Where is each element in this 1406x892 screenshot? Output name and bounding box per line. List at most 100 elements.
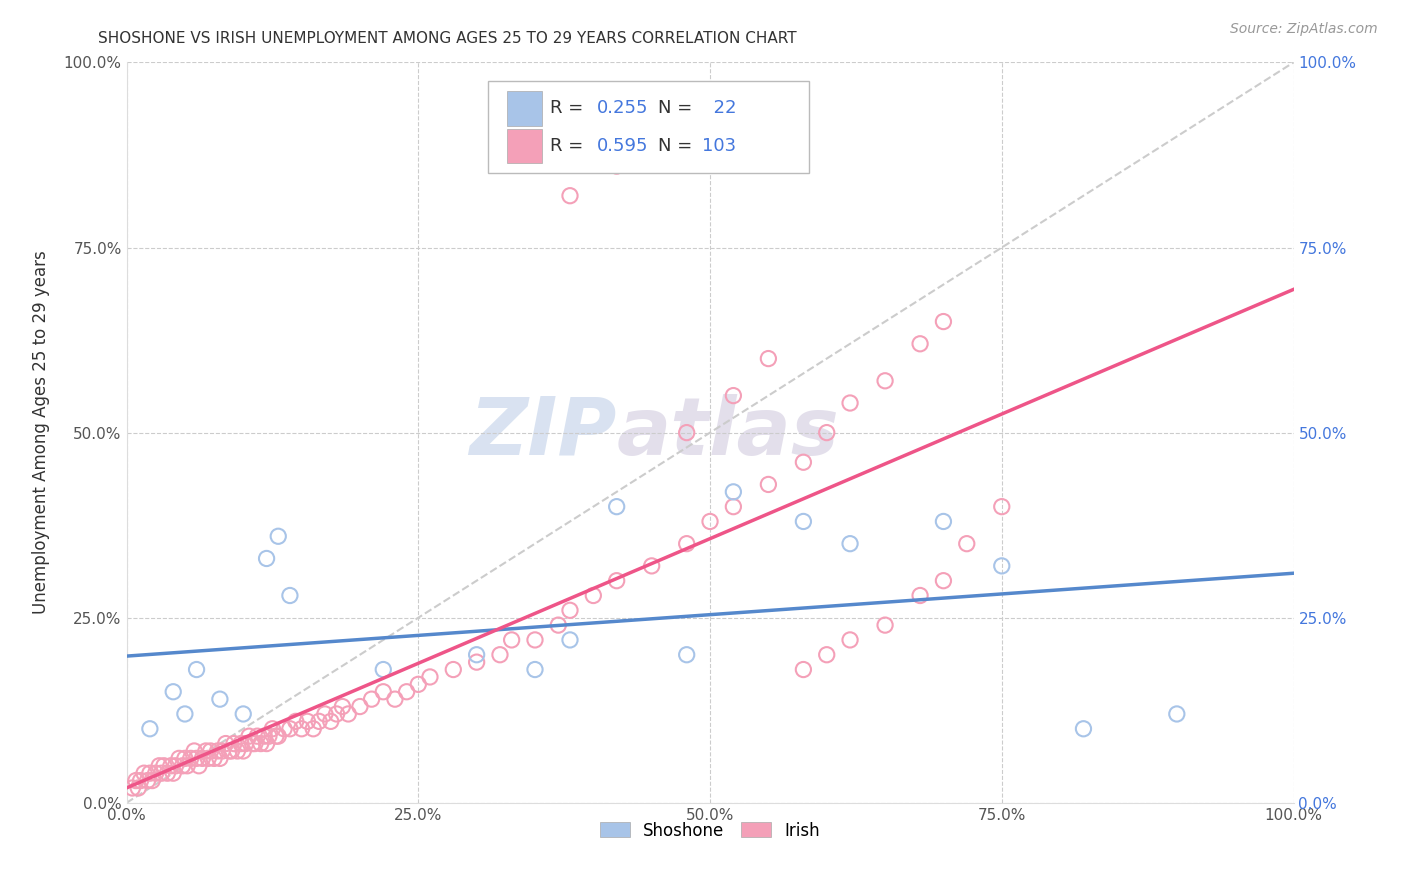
Point [1166, 706, 1188, 721]
Point [395, 685, 418, 699]
Y-axis label: Unemployment Among Ages 25 to 29 years: Unemployment Among Ages 25 to 29 years [32, 251, 49, 615]
Point [990, 558, 1012, 573]
Point [256, 551, 278, 566]
Point [202, 751, 225, 765]
Point [232, 706, 254, 721]
Point [253, 729, 276, 743]
Point [153, 758, 176, 772]
Point [723, 388, 745, 402]
Point [349, 699, 371, 714]
Point [723, 484, 745, 499]
Point [373, 663, 395, 677]
Point [302, 722, 325, 736]
Point [183, 744, 205, 758]
Point [162, 685, 184, 699]
Point [264, 729, 287, 743]
Point [186, 751, 208, 765]
Point [547, 618, 569, 632]
Point [465, 655, 488, 669]
Point [675, 425, 697, 440]
Point [441, 663, 464, 677]
Point [523, 663, 546, 677]
Point [129, 773, 152, 788]
Point [582, 589, 605, 603]
Point [125, 773, 148, 788]
Point [127, 780, 149, 795]
Point [242, 737, 264, 751]
Point [145, 766, 167, 780]
Point [332, 699, 354, 714]
Point [408, 677, 430, 691]
Point [932, 574, 955, 588]
Point [174, 751, 197, 765]
Point [756, 477, 779, 491]
Point [875, 374, 897, 388]
Point [257, 729, 280, 743]
Point [267, 529, 290, 543]
Point [218, 744, 240, 758]
Point [208, 751, 231, 765]
Point [176, 758, 198, 772]
Point [990, 500, 1012, 514]
Point [249, 737, 271, 751]
FancyBboxPatch shape [508, 128, 541, 163]
Point [200, 744, 222, 758]
Point [558, 188, 581, 202]
Text: 0.595: 0.595 [596, 137, 648, 155]
Point [558, 632, 581, 647]
Point [207, 744, 229, 758]
Point [839, 632, 862, 647]
Text: 0.255: 0.255 [596, 100, 648, 118]
Point [956, 536, 979, 550]
Point [221, 744, 243, 758]
Point [792, 515, 814, 529]
Point [723, 500, 745, 514]
Point [606, 159, 628, 173]
Point [174, 706, 197, 721]
Point [222, 737, 245, 751]
Point [308, 714, 330, 729]
FancyBboxPatch shape [488, 81, 810, 173]
Point [699, 515, 721, 529]
Point [132, 766, 155, 780]
Point [211, 744, 233, 758]
Point [792, 663, 814, 677]
Point [908, 336, 931, 351]
Text: R =: R = [550, 100, 589, 118]
Point [384, 692, 406, 706]
Text: N =: N = [658, 100, 697, 118]
Point [290, 722, 312, 736]
Text: R =: R = [550, 137, 589, 155]
Point [489, 648, 512, 662]
Point [792, 455, 814, 469]
Point [465, 648, 488, 662]
Text: 103: 103 [702, 137, 735, 155]
Point [246, 729, 269, 743]
Point [273, 722, 295, 736]
Point [932, 314, 955, 328]
Point [165, 758, 187, 772]
Point [297, 714, 319, 729]
Point [815, 648, 838, 662]
Point [419, 670, 441, 684]
Point [136, 773, 159, 788]
Point [226, 744, 249, 758]
Point [238, 729, 260, 743]
Point [641, 558, 664, 573]
Point [267, 729, 290, 743]
Point [148, 758, 170, 772]
Text: 22: 22 [702, 100, 737, 118]
Point [197, 751, 219, 765]
Point [325, 706, 347, 721]
Point [278, 722, 301, 736]
Point [501, 632, 523, 647]
Point [187, 758, 209, 772]
Point [194, 744, 217, 758]
Point [373, 685, 395, 699]
Point [839, 536, 862, 550]
Point [208, 692, 231, 706]
Point [121, 780, 143, 795]
Point [162, 766, 184, 780]
Point [139, 766, 162, 780]
Point [675, 648, 697, 662]
